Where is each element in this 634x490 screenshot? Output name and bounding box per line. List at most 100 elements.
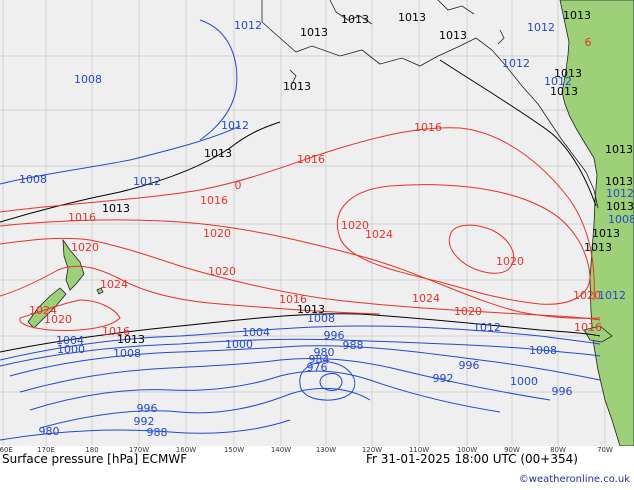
isobar-label: 1000 xyxy=(57,343,85,356)
map-title: Surface pressure [hPa] ECMWF xyxy=(2,452,188,466)
isobar-label: 976 xyxy=(307,361,328,374)
isobar-label: 1016 xyxy=(279,293,307,306)
isobar-label: 1024 xyxy=(412,292,440,305)
isobar-label: 1013 xyxy=(117,333,145,346)
isobar-label: 1013 xyxy=(605,175,633,188)
longitude-label: 160E xyxy=(0,446,13,454)
tierra-del-fuego-land xyxy=(583,325,613,343)
isobar-label: 1004 xyxy=(242,326,270,339)
longitude-label: 170W xyxy=(129,446,149,454)
isobar-label: 1020 xyxy=(341,219,369,232)
ocean-area xyxy=(0,0,634,446)
isobar-label: 1012 xyxy=(606,187,634,200)
isobar-label: 1012 xyxy=(473,321,501,334)
isobar-label: 1000 xyxy=(510,375,538,388)
new-zealand-north-land xyxy=(62,238,85,291)
isobar-label: 1013 xyxy=(102,202,130,215)
longitude-label: 70W xyxy=(597,446,613,454)
isobar-label: 1024 xyxy=(100,278,128,291)
isobar-label: 984 xyxy=(309,353,330,366)
isobar-label: 1016 xyxy=(200,194,228,207)
chatham-islands-land xyxy=(96,287,104,295)
longitude-labels: 160E 170E 180 170W 160W 150W 140W 130W 1… xyxy=(0,446,613,454)
longitude-label: 180 xyxy=(85,446,98,454)
isobar-label: 988 xyxy=(147,426,168,439)
isobar-label: 1016 xyxy=(102,325,130,338)
longitude-label: 160W xyxy=(176,446,196,454)
coastlines xyxy=(261,0,599,209)
isobar-label: 1012 xyxy=(527,21,555,34)
isobar-label: 988 xyxy=(343,339,364,352)
isobar-label: 1013 xyxy=(592,227,620,240)
isobar-label: 1013 xyxy=(563,9,591,22)
isobar-label: 980 xyxy=(314,346,335,359)
isobar-label: 0 xyxy=(235,179,242,192)
isobar-label: 6 xyxy=(585,36,592,49)
isobars-high xyxy=(0,127,601,331)
land-masses xyxy=(27,0,634,447)
longitude-label: 110W xyxy=(409,446,429,454)
isobar-label: 992 xyxy=(433,372,454,385)
isobar-label: 1008 xyxy=(74,73,102,86)
isobar-label: 1013 xyxy=(204,147,232,160)
isobar-label: 1024 xyxy=(29,304,57,317)
isobar-label: 1008 xyxy=(19,173,47,186)
site-credit: ©weatheronline.co.uk xyxy=(518,474,630,485)
isobar-label: 1000 xyxy=(225,338,253,351)
longitude-label: 150W xyxy=(224,446,244,454)
isobar-label: 1013 xyxy=(554,67,582,80)
isobar-label: 1013 xyxy=(398,11,426,24)
isobar-label: 1012 xyxy=(221,119,249,132)
footer-strip xyxy=(0,446,634,490)
isobar-label: 1020 xyxy=(208,265,236,278)
isobar-label: 1016 xyxy=(297,153,325,166)
isobar-label: 1013 xyxy=(341,13,369,26)
isobar-label: 1024 xyxy=(365,228,393,241)
longitude-label: 80W xyxy=(550,446,566,454)
isobar-label: 996 xyxy=(324,329,345,342)
isobar-label: 992 xyxy=(134,415,155,428)
isobar-label: 1013 xyxy=(584,241,612,254)
isobar-label: 1020 xyxy=(71,241,99,254)
isobar-label: 1013 xyxy=(300,26,328,39)
isobar-label: 1012 xyxy=(234,19,262,32)
longitude-label: 130W xyxy=(316,446,336,454)
south-america-land xyxy=(559,0,634,447)
isobar-label: 1020 xyxy=(203,227,231,240)
isobar-label: 1012 xyxy=(133,175,161,188)
isobar-label: 1004 xyxy=(56,334,84,347)
isobar-label: 1020 xyxy=(44,313,72,326)
isobar-label: 1008 xyxy=(529,344,557,357)
longitude-label: 170E xyxy=(37,446,55,454)
valid-time: Fr 31-01-2025 18:00 UTC (00+354) xyxy=(366,452,578,466)
isobar-label: 1013 xyxy=(439,29,467,42)
isobar-label: 1013 xyxy=(283,80,311,93)
isobar-label: 1016 xyxy=(414,121,442,134)
isobar-label: 1008 xyxy=(113,347,141,360)
longitude-label: 100W xyxy=(457,446,477,454)
longitude-label: 90W xyxy=(504,446,520,454)
isobar-label: 1013 xyxy=(605,143,633,156)
longitude-label: 140W xyxy=(271,446,291,454)
isobar-label: 1008 xyxy=(307,312,335,325)
isobar-label: 996 xyxy=(552,385,573,398)
isobar-label: 1016 xyxy=(68,211,96,224)
isobar-label: 1020 xyxy=(454,305,482,318)
isobar-label: 1013 xyxy=(606,200,634,213)
isobar-label: 996 xyxy=(459,359,480,372)
isobar-label: 1013 xyxy=(550,85,578,98)
isobar-labels: 1013 1013 1013 1013 1013 1013 1013 1013 … xyxy=(19,9,634,439)
isobars-1013 xyxy=(0,59,601,353)
longitude-label: 120W xyxy=(362,446,382,454)
isobars-low xyxy=(0,19,601,441)
isobar-label: 1012 xyxy=(544,75,572,88)
isobar-label: 1020 xyxy=(496,255,524,268)
isobar-label: 996 xyxy=(137,402,158,415)
isobar-label: 1020 xyxy=(573,289,601,302)
isobar-label: 1008 xyxy=(608,213,634,226)
isobar-label: 1012 xyxy=(598,289,626,302)
isobar-label: 1013 xyxy=(297,303,325,316)
isobar-label: 1016 xyxy=(574,321,602,334)
isobar-label: 980 xyxy=(39,425,60,438)
